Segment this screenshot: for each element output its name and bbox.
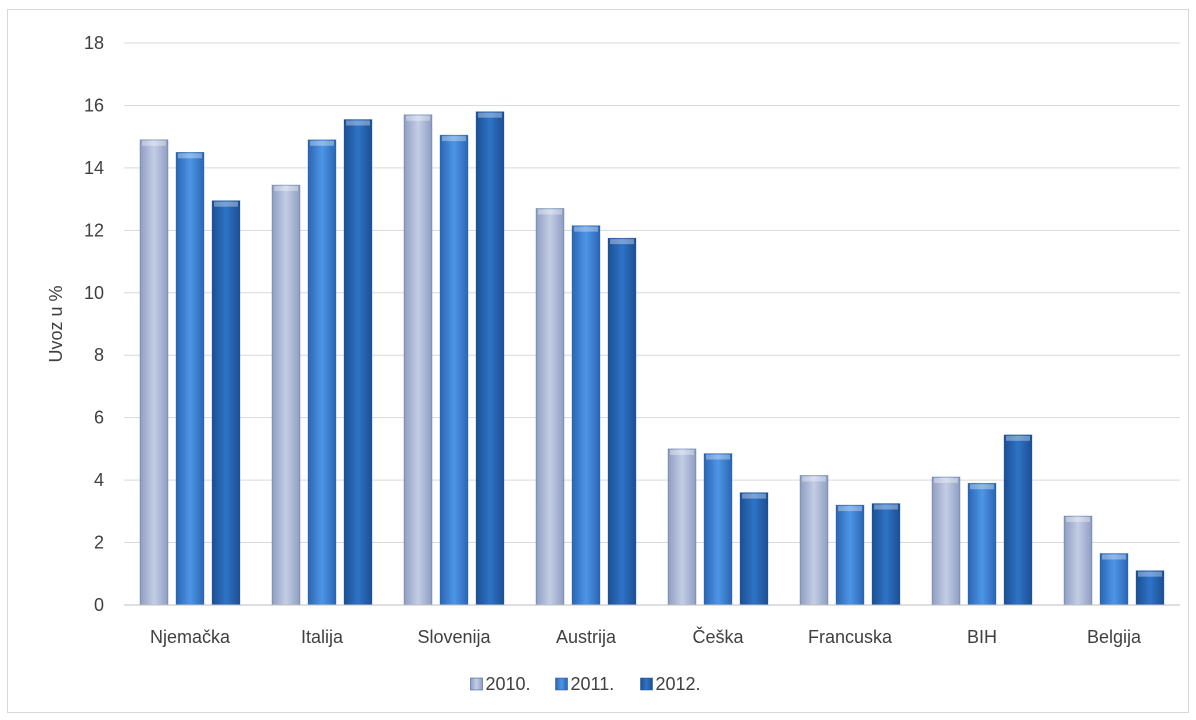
axes: 0 2 4 6 8 10 12 14 16 18 Njemačka Italija Slovenija A… (84, 33, 1180, 647)
y-tick-label: 12 (84, 220, 104, 240)
bar-bevel (706, 454, 730, 460)
bar-2011-3 (571, 225, 601, 606)
bar-2011-6 (967, 482, 997, 606)
bar-bevel (970, 484, 994, 490)
bar-bevel (538, 209, 562, 215)
bar-2011-7 (1099, 553, 1129, 606)
y-tick-label: 10 (84, 283, 104, 303)
bar-2010-5 (799, 475, 829, 606)
bar-bevel (670, 449, 694, 455)
bar-2010-3 (535, 208, 565, 606)
bar-2010-0 (139, 139, 169, 606)
bar-bevel (1138, 571, 1162, 577)
y-axis-title: Uvoz u % (46, 285, 66, 362)
x-tick-label: Austrija (556, 627, 617, 647)
bar-bevel (1066, 517, 1090, 523)
legend-swatch-2011 (555, 677, 568, 691)
y-tick-label: 18 (84, 33, 104, 53)
x-tick-label: Njemačka (150, 627, 231, 647)
bar-2011-5 (835, 504, 865, 606)
bar-bevel (478, 112, 502, 118)
x-tick-label: Italija (301, 627, 344, 647)
bar-bevel (742, 493, 766, 499)
y-tick-label: 4 (94, 470, 104, 490)
y-tick-label: 2 (94, 533, 104, 553)
x-tick-label: Belgija (1087, 627, 1142, 647)
legend-swatch-2012 (640, 677, 653, 691)
bar-2010-6 (931, 476, 961, 606)
y-tick-label: 16 (84, 95, 104, 115)
bar-2012-1 (343, 119, 373, 606)
bar-2012-4 (739, 492, 769, 606)
bar-bevel (442, 136, 466, 142)
bar-bevel (1006, 435, 1030, 441)
bar-bevel (178, 153, 202, 159)
y-tick-label: 0 (94, 595, 104, 615)
bar-2010-2 (403, 114, 433, 606)
x-tick-label: Češka (692, 626, 744, 647)
bar-2010-7 (1063, 515, 1093, 606)
bar-bevel (934, 477, 958, 483)
bar-2011-4 (703, 453, 733, 606)
legend-swatch-2010 (470, 677, 483, 691)
y-tick-label: 14 (84, 158, 104, 178)
bar-2010-1 (271, 184, 301, 606)
legend-label-2010: 2010. (486, 674, 531, 694)
bar-bevel (1102, 554, 1126, 560)
bar-bevel (406, 115, 430, 121)
y-tick-label: 6 (94, 408, 104, 428)
y-tick-label: 8 (94, 345, 104, 365)
bar-bevel (346, 120, 370, 126)
bar-bevel (142, 140, 166, 146)
bar-2012-3 (607, 237, 637, 606)
bar-2012-5 (871, 503, 901, 606)
x-tick-label: Slovenija (417, 627, 491, 647)
bar-bevel (838, 506, 862, 512)
bar-bevel (274, 186, 298, 192)
bar-2011-0 (175, 151, 205, 606)
bar-2012-6 (1003, 434, 1033, 606)
legend-label-2012: 2012. (656, 674, 701, 694)
x-tick-label: Francuska (808, 627, 893, 647)
bar-2010-4 (667, 448, 697, 606)
bars (139, 111, 1165, 606)
bar-bevel (214, 201, 238, 207)
bar-bevel (310, 140, 334, 146)
bar-2012-0 (211, 200, 241, 606)
legend: 2010. 2011. 2012. (470, 674, 701, 694)
bar-2011-2 (439, 134, 469, 606)
x-tick-label: BIH (967, 627, 997, 647)
bar-bevel (802, 476, 826, 482)
bar-bevel (874, 504, 898, 510)
bar-2011-1 (307, 139, 337, 606)
legend-label-2011: 2011. (571, 674, 615, 694)
bar-2012-2 (475, 111, 505, 606)
bar-bevel (574, 226, 598, 232)
bar-bevel (610, 239, 634, 245)
